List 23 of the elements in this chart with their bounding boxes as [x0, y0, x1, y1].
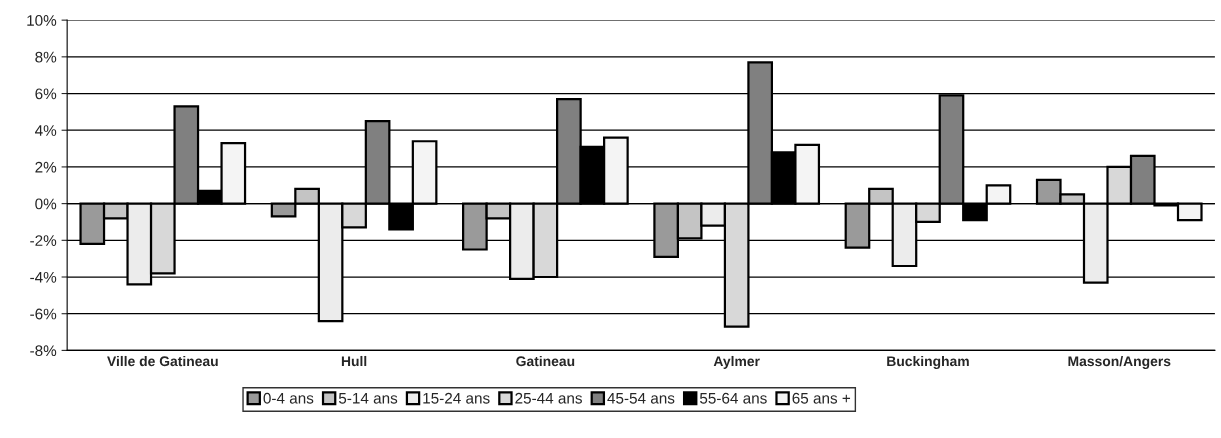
y-tick-label: 10%: [27, 15, 57, 26]
y-tick-label: -6%: [30, 308, 57, 320]
y-tick-label: 4%: [35, 125, 57, 136]
y-tick-label: -8%: [30, 345, 57, 357]
x-tick-label: Hull: [341, 355, 367, 367]
legend-label: 5-14 ans: [338, 392, 398, 404]
x-tick-label: Masson/Angers: [1068, 355, 1171, 369]
x-tick-label: Aylmer: [713, 355, 760, 369]
legend-label: 0-4 ans: [263, 392, 314, 404]
y-tick-label: -4%: [30, 271, 57, 283]
x-tick-label: Ville de Gatineau: [107, 355, 218, 367]
y-tick-label: 6%: [35, 88, 57, 100]
y-tick-label: -2%: [30, 235, 57, 246]
x-tick-label: Buckingham: [887, 355, 969, 369]
legend-label: 55-64 ans: [699, 392, 767, 404]
y-tick-label: 2%: [35, 161, 57, 173]
legend-label: 65 ans +: [792, 392, 851, 404]
x-tick-label: Gatineau: [516, 355, 575, 367]
y-tick-label: 0%: [35, 198, 57, 210]
legend-label: 25-44 ans: [515, 392, 582, 404]
legend-label: 15-24 ans: [423, 392, 490, 404]
legend-label: 45-54 ans: [607, 392, 675, 404]
y-tick-label: 8%: [35, 51, 57, 63]
